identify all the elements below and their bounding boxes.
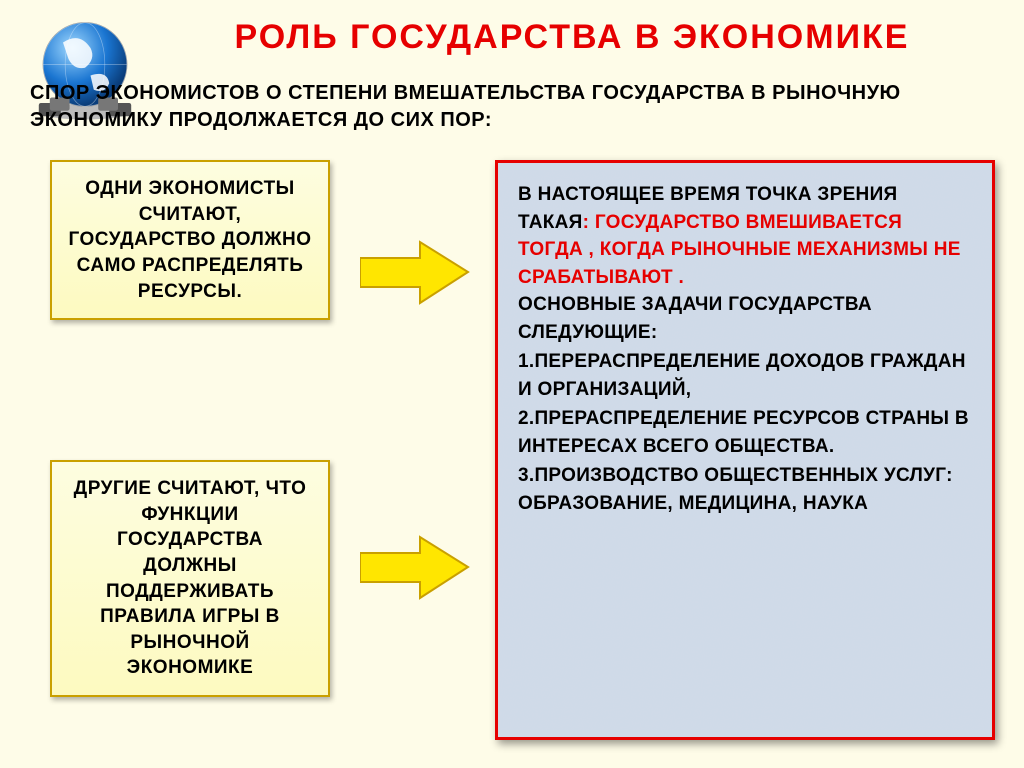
subtitle: СПОР ЭКОНОМИСТОВ О СТЕПЕНИ ВМЕШАТЕЛЬСТВА…	[30, 80, 994, 134]
task-3: 3.ПРОИЗВОДСТВО ОБЩЕСТВЕННЫХ УСЛУГ: ОБРАЗ…	[518, 462, 972, 517]
conclusion-panel: В НАСТОЯЩЕЕ ВРЕМЯ ТОЧКА ЗРЕНИЯ ТАКАЯ: ГО…	[495, 160, 995, 740]
page-title: РОЛЬ ГОСУДАРСТВА В ЭКОНОМИКЕ	[140, 18, 1004, 57]
task-2: 2.ПРЕРАСПРЕДЕЛЕНИЕ РЕСУРСОВ СТРАНЫ В ИНТ…	[518, 405, 972, 460]
conclusion-intro: В НАСТОЯЩЕЕ ВРЕМЯ ТОЧКА ЗРЕНИЯ ТАКАЯ: ГО…	[518, 181, 972, 291]
tasks-heading: ОСНОВНЫЕ ЗАДАЧИ ГОСУДАРСТВА СЛЕДУЮЩИЕ:	[518, 291, 972, 346]
viewpoint-box-2: ДРУГИЕ СЧИТАЮТ, ЧТО ФУНКЦИИ ГОСУДАРСТВА …	[50, 460, 330, 697]
arrow-icon	[360, 535, 470, 600]
task-1: 1.ПЕРЕРАСПРЕДЕЛЕНИЕ ДОХОДОВ ГРАЖДАН И ОР…	[518, 348, 972, 403]
viewpoint-box-1: ОДНИ ЭКОНОМИСТЫ СЧИТАЮТ, ГОСУДАРСТВО ДОЛ…	[50, 160, 330, 320]
arrow-icon	[360, 240, 470, 305]
